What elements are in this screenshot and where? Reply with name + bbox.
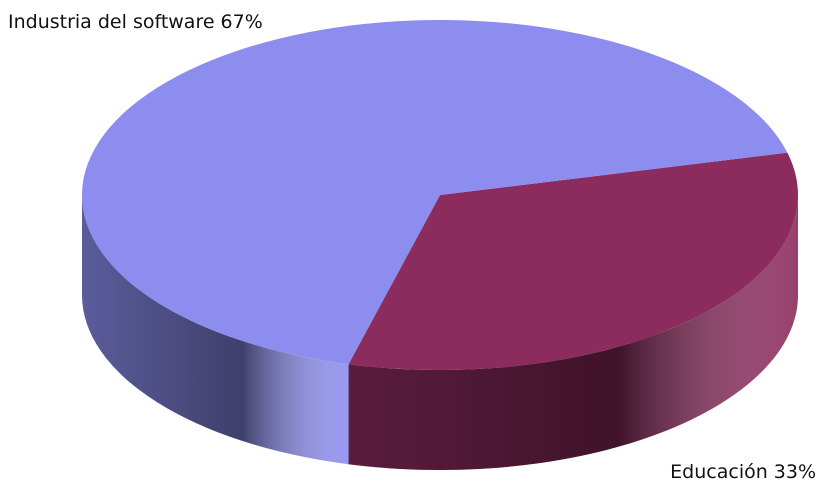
slice-side-shade <box>348 195 798 470</box>
label-value: 67% <box>221 11 263 33</box>
slice-top <box>348 152 798 370</box>
label-educacion: Educación 33% <box>670 461 816 483</box>
label-category: Industria del software <box>8 11 215 33</box>
slice-top <box>81 19 788 365</box>
label-category: Educación <box>670 461 768 483</box>
label-industria: Industria del software 67% <box>8 11 263 33</box>
label-value: 33% <box>774 461 816 483</box>
slice-side-shade <box>82 195 349 465</box>
